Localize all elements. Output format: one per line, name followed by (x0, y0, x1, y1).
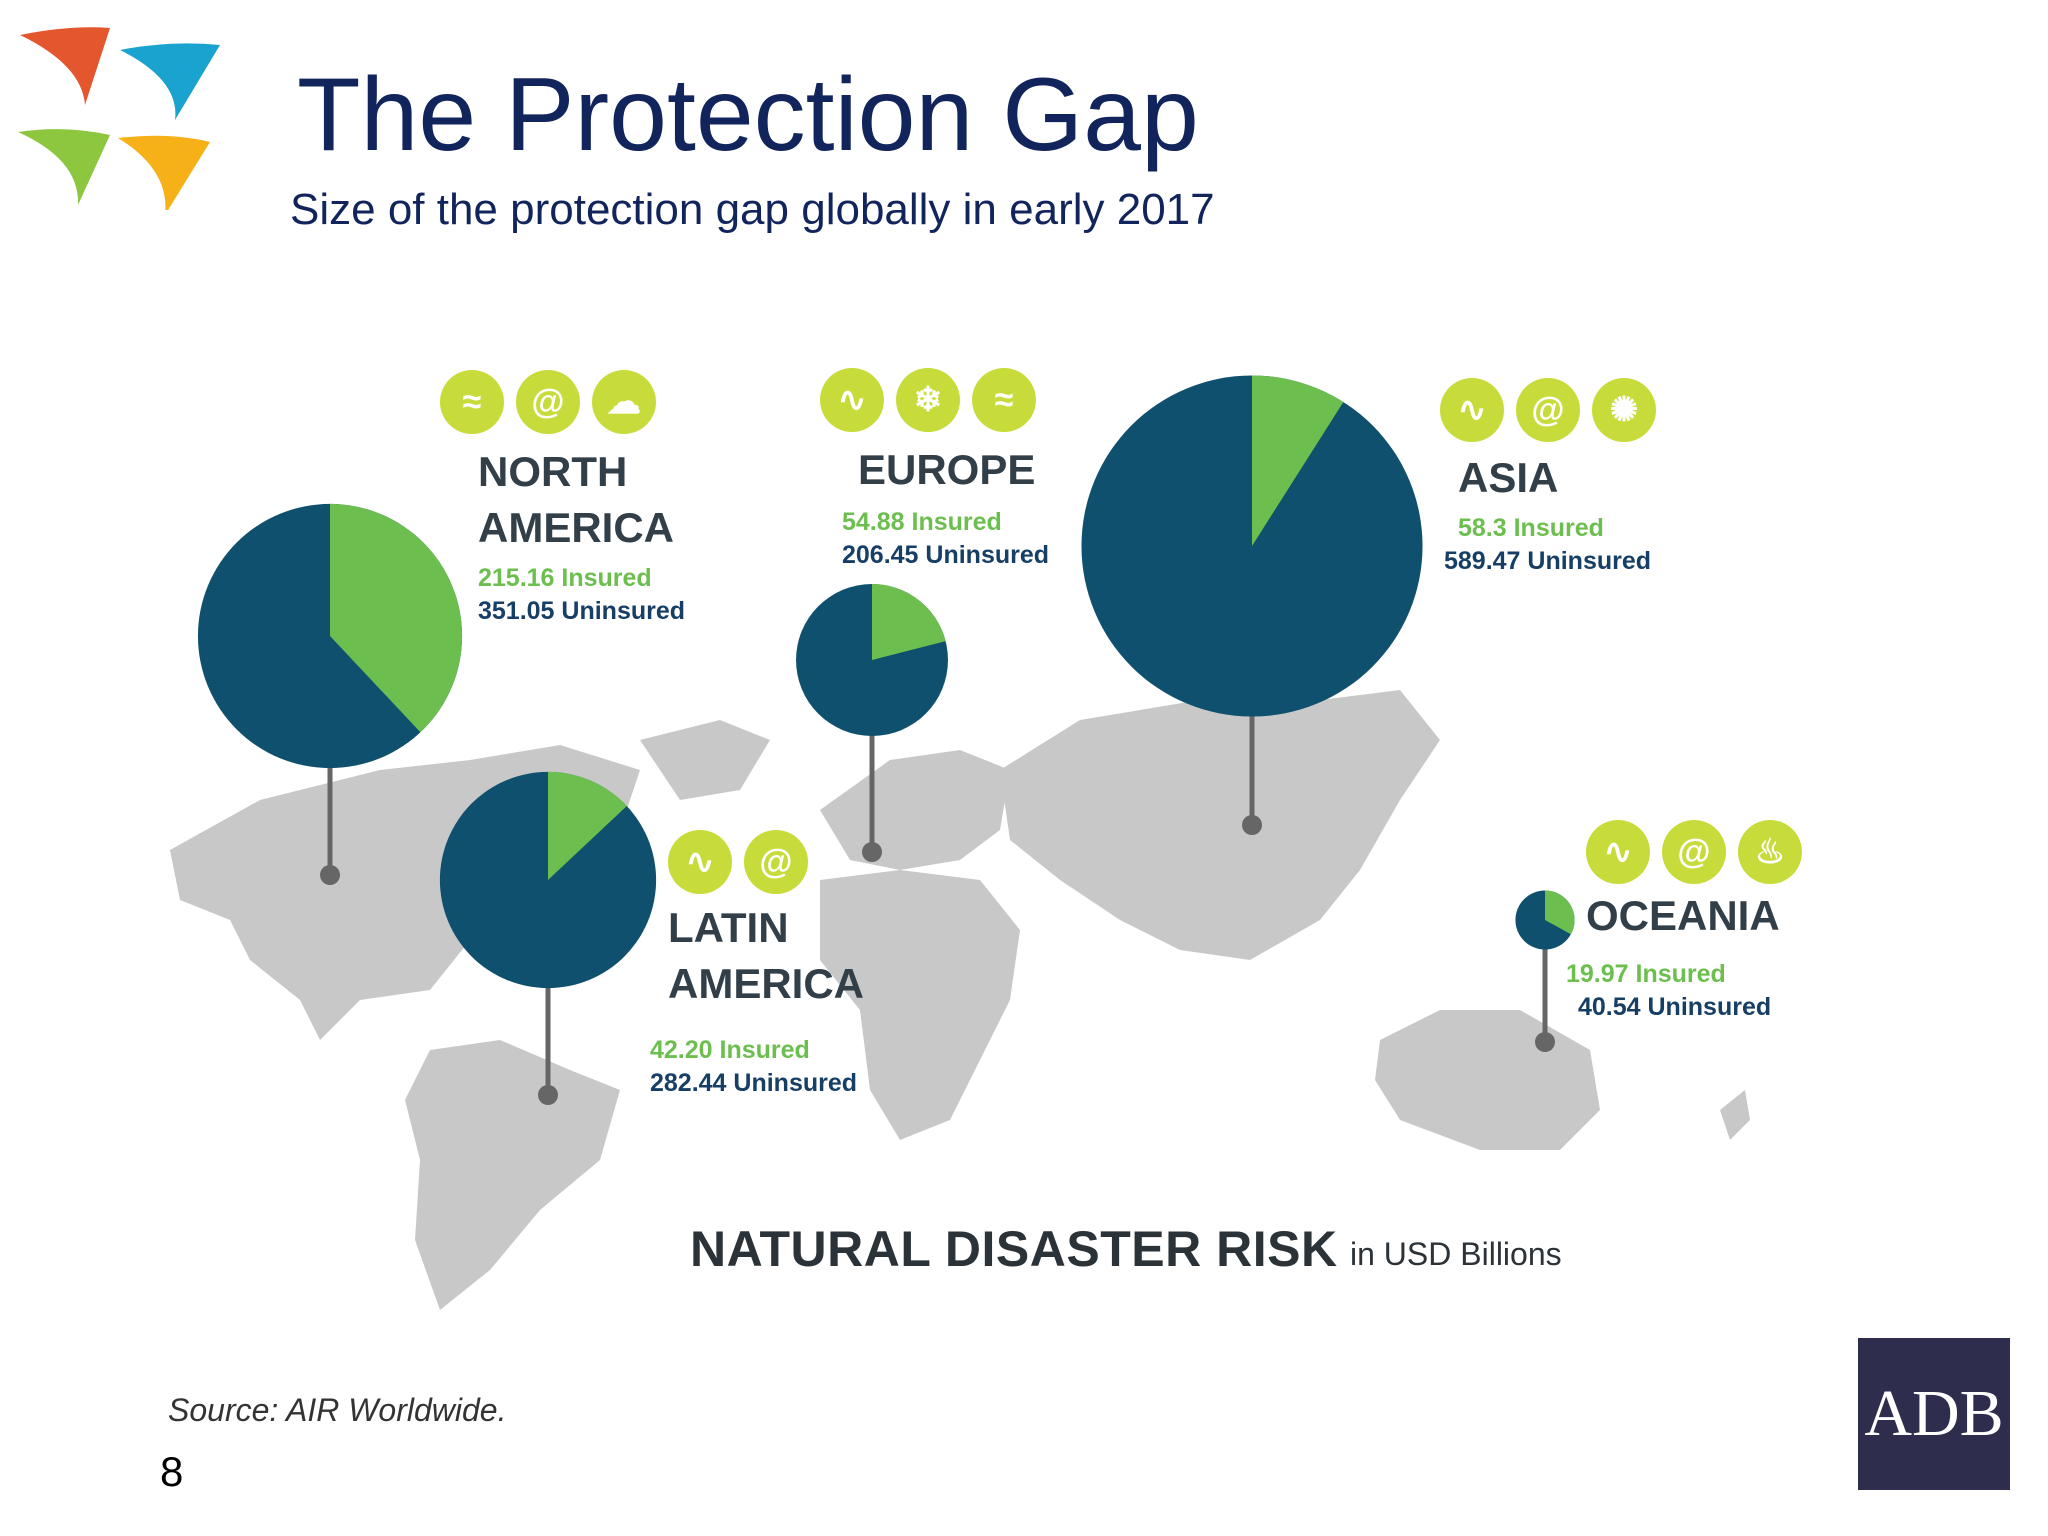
uninsured-value: 351.05 Uninsured (478, 597, 686, 625)
region-name: AMERICA (478, 504, 674, 551)
uninsured-value: 589.47 Uninsured (1444, 547, 1652, 575)
pin-dot (320, 865, 340, 885)
flood-icon: ≈ (972, 368, 1036, 432)
region-name: AMERICA (668, 960, 864, 1007)
pie-slice-insured (548, 771, 627, 880)
insured-value: 42.20 Insured (650, 1036, 810, 1064)
winter-storm-icon: ❄ (896, 368, 960, 432)
chart-title: NATURAL DISASTER RISK (690, 1221, 1338, 1277)
hazard-icons: ∿ ❄ ≈ (820, 368, 1049, 432)
region-name: LATIN (668, 904, 789, 951)
insured-value: 19.97 Insured (1566, 960, 1726, 988)
earthquake-icon: ∿ (1440, 378, 1504, 442)
insured-value: 58.3 Insured (1458, 514, 1604, 542)
hazard-icons: ≈ @ ☁ (440, 370, 685, 434)
crop-icon: ✺ (1592, 378, 1656, 442)
page-subtitle: Size of the protection gap globally in e… (290, 185, 1215, 234)
pie-slice-insured (872, 584, 946, 660)
uninsured-value: 40.54 Uninsured (1578, 993, 1772, 1021)
slide-number: 8 (160, 1448, 184, 1495)
hazard-icons: ∿ @ ✺ (1440, 378, 1656, 442)
pin-dot (538, 1085, 558, 1105)
region-block-north-america: ≈ @ ☁ NORTH AMERICA 215.16 Insured 351.0… (440, 370, 685, 626)
insured-value: 54.88 Insured (842, 508, 1002, 536)
region-block-oceania: ∿ @ ♨ OCEANIA 19.97 Insured 40.54 Uninsu… (1566, 820, 1802, 1022)
insured-value: 215.16 Insured (478, 564, 652, 592)
region-block-europe: ∿ ❄ ≈ EUROPE 54.88 Insured 206.45 Uninsu… (820, 368, 1049, 570)
earthquake-icon: ∿ (820, 368, 884, 432)
region-name: ASIA (1458, 454, 1559, 501)
hazard-icons: ∿ @ (668, 830, 864, 894)
uninsured-value: 206.45 Uninsured (842, 541, 1050, 569)
source-note: Source: AIR Worldwide. (168, 1392, 507, 1428)
flood-icon: ≈ (440, 370, 504, 434)
pin-dot (1535, 1032, 1555, 1052)
pie-slice-insured (330, 503, 463, 733)
cyclone-icon: @ (1516, 378, 1580, 442)
cyclone-icon: @ (744, 830, 808, 894)
region-name: NORTH (478, 448, 628, 495)
storm-icon: ☁ (592, 370, 656, 434)
pin-dot (1242, 815, 1262, 835)
chart-units: in USD Billions (1350, 1236, 1562, 1272)
region-block-asia: ∿ @ ✺ ASIA 58.3 Insured 589.47 Uninsured (1440, 378, 1656, 576)
region-block-latin-america: ∿ @ LATIN AMERICA 42.20 Insured 282.44 U… (650, 830, 864, 1098)
page-title: The Protection Gap (297, 57, 1199, 173)
hazard-icons: ∿ @ ♨ (1586, 820, 1802, 884)
logo-icon (18, 27, 220, 210)
pie-slice-insured (1545, 890, 1575, 935)
adb-logo: ADB (1858, 1338, 2010, 1490)
cyclone-icon: @ (1662, 820, 1726, 884)
wildfire-icon: ♨ (1738, 820, 1802, 884)
earthquake-icon: ∿ (668, 830, 732, 894)
region-name: EUROPE (858, 446, 1036, 493)
region-name: OCEANIA (1586, 892, 1780, 939)
earthquake-icon: ∿ (1586, 820, 1650, 884)
pin-dot (862, 842, 882, 862)
cyclone-icon: @ (516, 370, 580, 434)
pie-slice-insured (1252, 375, 1344, 546)
uninsured-value: 282.44 Uninsured (650, 1069, 858, 1097)
